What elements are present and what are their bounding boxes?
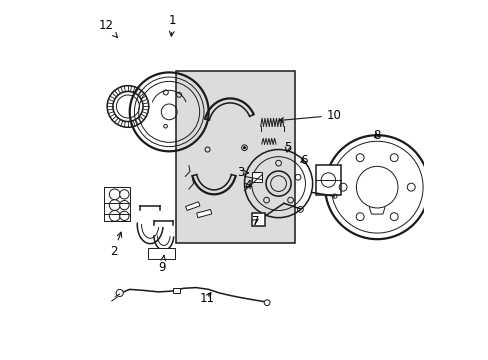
Bar — [316, 165, 340, 195]
Bar — [172, 288, 180, 293]
Circle shape — [109, 200, 120, 211]
Circle shape — [120, 190, 129, 199]
Text: 1: 1 — [169, 14, 176, 36]
Bar — [176, 71, 294, 243]
Text: 2: 2 — [110, 232, 122, 258]
Circle shape — [264, 300, 269, 306]
Text: 9: 9 — [158, 256, 165, 274]
Text: 6: 6 — [299, 154, 307, 167]
Circle shape — [109, 189, 120, 200]
Text: 3: 3 — [237, 166, 248, 179]
Circle shape — [109, 211, 120, 221]
Bar — [148, 248, 175, 259]
Bar — [251, 172, 262, 182]
Text: 8: 8 — [373, 129, 380, 142]
Text: 4: 4 — [244, 179, 251, 192]
Bar — [185, 202, 200, 211]
Text: 5: 5 — [283, 141, 291, 154]
Circle shape — [116, 289, 123, 297]
Circle shape — [120, 201, 129, 210]
Bar — [196, 210, 211, 218]
Bar — [104, 187, 129, 221]
Text: 7: 7 — [251, 215, 259, 228]
Text: 10: 10 — [279, 109, 341, 122]
Text: 12: 12 — [99, 19, 117, 37]
Bar — [252, 213, 265, 226]
Circle shape — [120, 211, 129, 221]
Text: 11: 11 — [199, 292, 214, 305]
Circle shape — [243, 147, 245, 149]
